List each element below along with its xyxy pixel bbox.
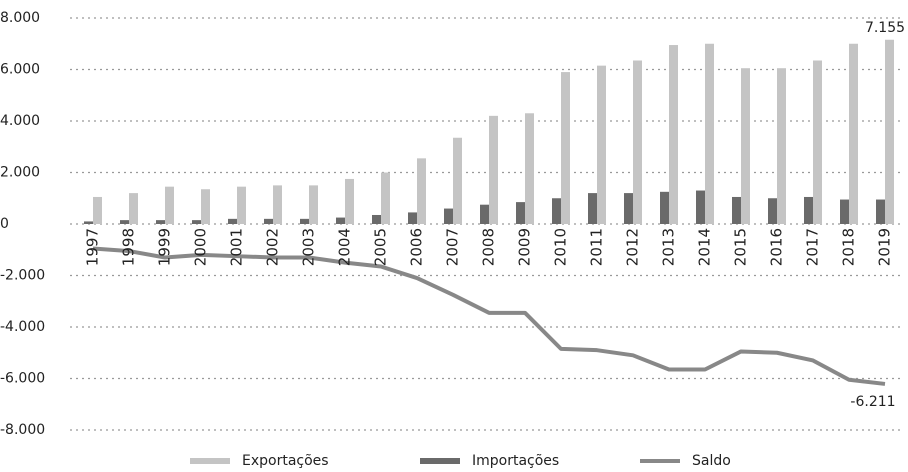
bar — [777, 68, 786, 225]
x-tick-label: 2017 — [804, 228, 822, 266]
x-tick-label: 2014 — [696, 228, 714, 266]
bar — [336, 217, 345, 224]
x-tick-label: 2004 — [336, 228, 354, 266]
y-tick-label: 8.000 — [0, 10, 40, 26]
data-label: -6.211 — [850, 394, 895, 410]
bar — [165, 186, 174, 224]
bar — [804, 196, 813, 224]
bar — [309, 185, 318, 224]
bar — [120, 220, 129, 224]
y-tick-label: 6.000 — [0, 62, 40, 78]
bar — [732, 196, 741, 224]
x-tick-label: 2002 — [264, 228, 282, 266]
bar — [840, 199, 849, 224]
bar — [660, 191, 669, 224]
bar — [588, 193, 597, 224]
x-tick-label: 2006 — [408, 228, 426, 266]
x-tick-label: 2016 — [768, 228, 786, 266]
bar — [237, 186, 246, 224]
legend-label: Importações — [472, 453, 559, 469]
y-tick-label: -8.000 — [0, 422, 45, 438]
bar — [264, 218, 273, 224]
data-label: 7.155 — [865, 20, 905, 36]
bar — [372, 214, 381, 224]
y-tick-label: 4.000 — [0, 113, 40, 129]
x-tick-label: 2012 — [624, 228, 642, 266]
bar — [696, 190, 705, 224]
y-tick-label: -4.000 — [0, 319, 45, 335]
bar — [516, 202, 525, 224]
bar — [813, 60, 822, 224]
x-tick-label: 1997 — [84, 228, 102, 266]
bar — [768, 198, 777, 224]
bar — [741, 68, 750, 225]
y-tick-label: -2.000 — [0, 268, 45, 284]
bar — [381, 172, 390, 224]
bar — [345, 178, 354, 224]
bar — [552, 198, 561, 224]
bar — [408, 212, 417, 224]
bar — [93, 196, 102, 224]
bar — [453, 137, 462, 224]
line — [92, 246, 886, 386]
bar — [525, 113, 534, 224]
x-tick-label: 2010 — [552, 228, 570, 266]
bar — [84, 221, 93, 224]
x-tick-label: 2001 — [228, 228, 246, 266]
bar — [876, 199, 885, 224]
x-tick-label: 2009 — [516, 228, 534, 266]
x-tick-label: 2011 — [588, 228, 606, 266]
bar — [669, 45, 678, 224]
y-tick-label: -6.000 — [0, 371, 45, 387]
bar — [633, 60, 642, 224]
y-tick-label: 0 — [0, 216, 9, 232]
bar — [705, 43, 714, 224]
bar — [156, 220, 165, 224]
legend-label: Saldo — [692, 453, 731, 469]
bar — [885, 39, 894, 224]
x-tick-label: 2013 — [660, 228, 678, 266]
x-tick-label: 2008 — [480, 228, 498, 266]
bar — [489, 115, 498, 224]
y-tick-label: 2.000 — [0, 165, 40, 181]
x-tick-label: 2005 — [372, 228, 390, 266]
bar — [228, 218, 237, 224]
bar — [624, 193, 633, 224]
bar — [273, 185, 282, 224]
x-tick-label: 2000 — [192, 228, 210, 266]
bar — [300, 218, 309, 224]
bar — [561, 72, 570, 224]
x-tick-label: 1999 — [156, 228, 174, 266]
bar — [192, 220, 201, 224]
legend-label: Exportações — [242, 453, 329, 469]
x-tick-label: 2007 — [444, 228, 462, 266]
x-tick-label: 1998 — [120, 228, 138, 266]
bar — [129, 193, 138, 224]
bar — [849, 43, 858, 224]
x-tick-label: 2018 — [840, 228, 858, 266]
bar — [480, 204, 489, 224]
x-tick-label: 2015 — [732, 228, 750, 266]
bar — [201, 189, 210, 224]
bar — [597, 65, 606, 224]
bar — [444, 208, 453, 224]
bar — [417, 158, 426, 224]
x-tick-label: 2003 — [300, 228, 318, 266]
x-tick-label: 2019 — [876, 228, 894, 266]
